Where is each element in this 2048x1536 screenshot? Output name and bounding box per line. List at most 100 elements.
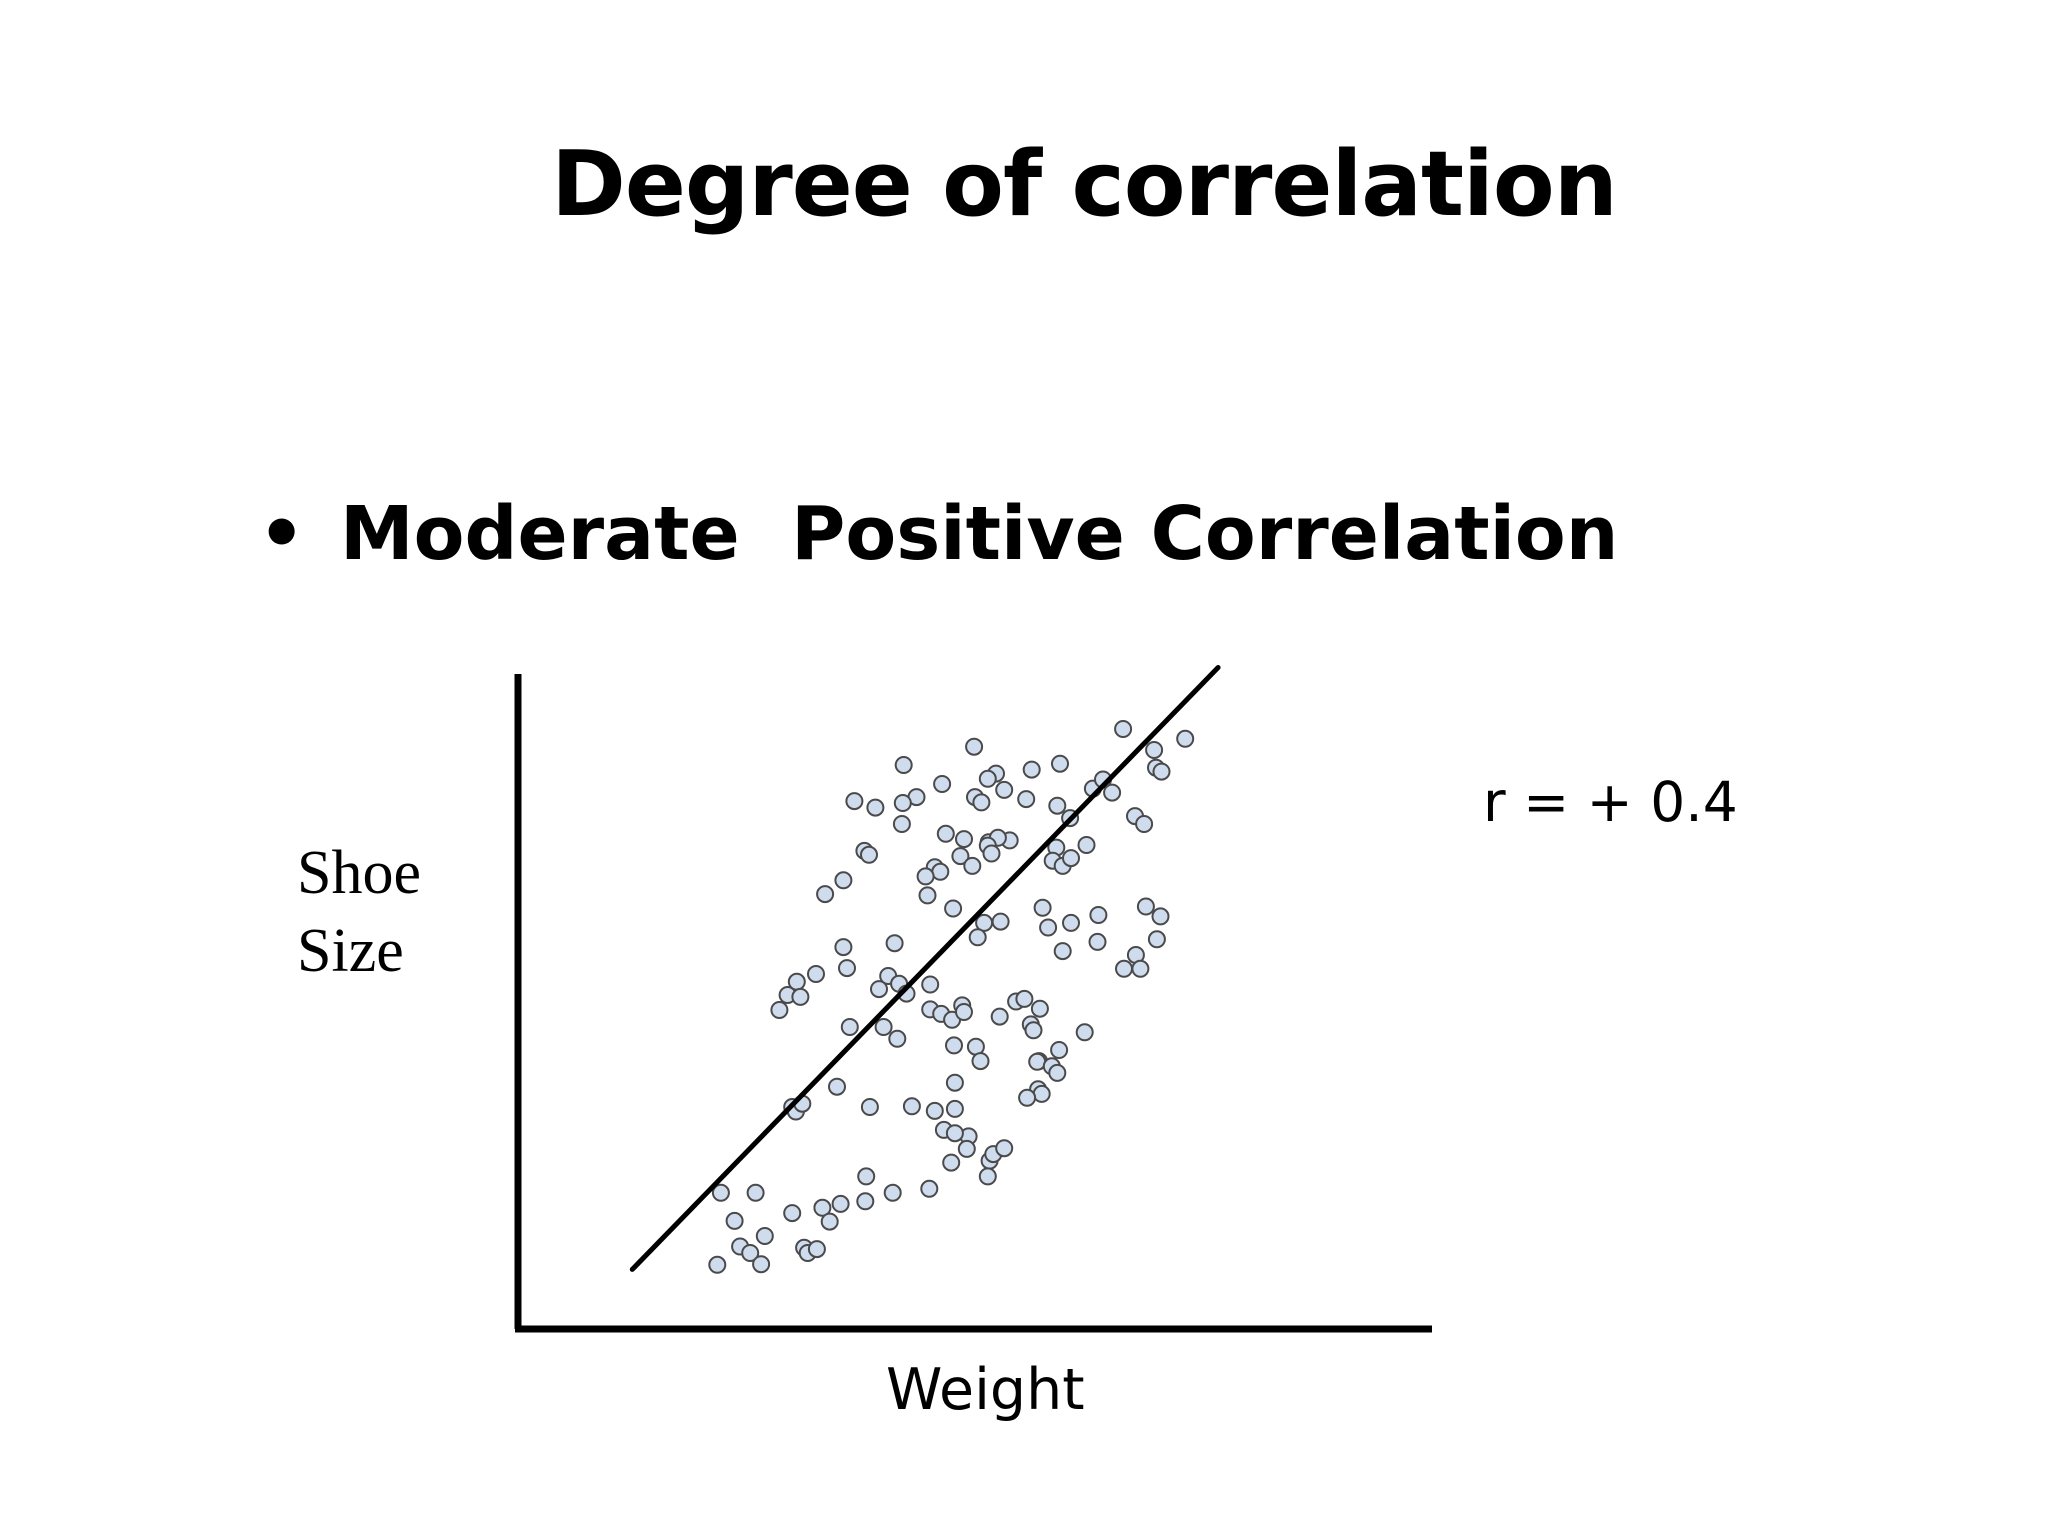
data-point — [834, 871, 853, 890]
data-point — [975, 913, 994, 932]
slide-title: Degree of correlation — [551, 132, 1618, 237]
data-point — [893, 794, 912, 812]
data-point — [971, 1052, 990, 1071]
data-point — [831, 1194, 850, 1213]
data-point — [902, 1097, 921, 1116]
data-point — [791, 987, 810, 1006]
data-point — [1022, 760, 1041, 779]
data-point — [783, 1204, 802, 1223]
data-point — [807, 1240, 826, 1259]
data-point — [1048, 796, 1067, 815]
data-point — [860, 845, 878, 864]
data-point — [708, 1255, 727, 1274]
data-point — [857, 1167, 876, 1186]
y-axis-label-line-2: Size — [297, 917, 404, 985]
data-point — [866, 798, 885, 817]
data-point — [838, 959, 856, 978]
data-point — [921, 975, 940, 994]
data-point — [945, 1124, 964, 1143]
data-point — [840, 1018, 859, 1036]
y-axis-label: Shoe Size — [297, 834, 497, 990]
data-point — [1152, 762, 1171, 781]
data-point — [942, 1153, 961, 1172]
x-axis-label: Weight — [886, 1357, 1085, 1423]
data-point — [1077, 836, 1096, 854]
data-point — [982, 844, 1001, 863]
data-point — [995, 780, 1014, 799]
data-point — [883, 1183, 902, 1202]
data-point — [1024, 1021, 1043, 1040]
data-point — [1176, 729, 1195, 748]
data-point — [1075, 1023, 1094, 1042]
data-point — [888, 1029, 907, 1048]
data-point — [972, 793, 991, 812]
bullet-icon: • — [258, 491, 306, 577]
data-point — [925, 1101, 944, 1120]
data-point — [963, 856, 982, 875]
data-point — [725, 1211, 744, 1230]
y-axis-label-line-1: Shoe — [297, 839, 421, 907]
data-point — [816, 885, 835, 904]
data-point — [1136, 897, 1155, 916]
data-point — [920, 1179, 939, 1198]
correlation-coefficient: r = + 0.4 — [1483, 770, 1738, 834]
data-point — [755, 1227, 774, 1245]
data-point — [978, 1167, 997, 1186]
data-points — [708, 720, 1195, 1274]
data-point — [874, 1018, 893, 1036]
data-point — [1048, 1063, 1067, 1082]
data-point — [746, 1183, 765, 1202]
data-point — [1053, 942, 1072, 961]
data-point — [885, 934, 904, 953]
data-point — [955, 830, 973, 849]
data-point — [965, 737, 984, 756]
bullet-point: • Moderate Positive Correlation — [258, 497, 1618, 571]
data-point — [741, 1244, 760, 1262]
bullet-text: Moderate Positive Correlation — [340, 491, 1619, 577]
data-point — [1088, 932, 1107, 951]
data-point — [1062, 913, 1080, 932]
data-point — [870, 980, 888, 999]
data-point — [933, 775, 952, 793]
data-point — [892, 815, 911, 833]
data-point — [978, 769, 997, 788]
data-point — [951, 847, 970, 866]
data-point — [845, 792, 864, 811]
data-point — [1135, 815, 1154, 833]
data-point — [945, 1099, 964, 1118]
data-point — [1050, 1041, 1069, 1059]
data-point — [1030, 999, 1049, 1018]
data-point — [1115, 959, 1133, 978]
data-point — [1131, 959, 1150, 978]
data-point — [944, 899, 963, 918]
data-point — [1039, 918, 1058, 937]
data-point — [1015, 989, 1034, 1008]
data-point — [770, 1001, 789, 1019]
data-point — [1051, 754, 1069, 773]
data-point — [1028, 1052, 1047, 1071]
data-point — [995, 1139, 1014, 1158]
trend-line — [629, 665, 1221, 1272]
data-point — [916, 867, 935, 886]
data-point — [945, 1036, 963, 1055]
data-point — [894, 756, 913, 774]
data-point — [1114, 720, 1133, 738]
data-point — [711, 1183, 730, 1202]
data-point — [828, 1077, 846, 1096]
data-point — [820, 1212, 839, 1231]
data-point — [955, 1003, 973, 1021]
data-point — [752, 1255, 771, 1274]
data-point — [957, 1139, 976, 1158]
data-point — [1062, 849, 1080, 868]
data-point — [834, 938, 853, 957]
data-point — [1151, 907, 1170, 926]
data-point — [1145, 741, 1164, 759]
data-point — [1033, 898, 1052, 917]
data-point — [945, 1073, 964, 1092]
data-point — [1017, 790, 1036, 809]
data-point — [860, 1098, 879, 1116]
data-point — [968, 928, 987, 947]
data-point — [1147, 930, 1166, 949]
data-point — [1032, 1084, 1051, 1103]
